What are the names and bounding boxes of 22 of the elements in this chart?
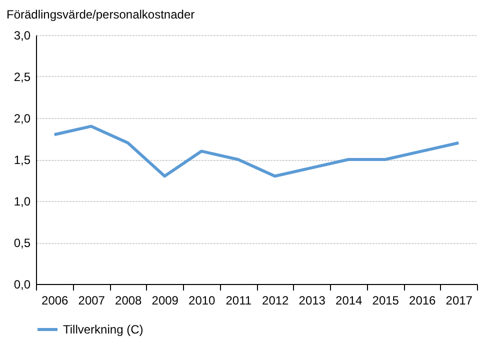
line-series — [52, 124, 460, 178]
y-tick-label: 1,0 — [14, 194, 31, 208]
x-tick-label: 2009 — [152, 294, 179, 308]
y-tick-label: 1,5 — [14, 153, 31, 167]
y-tick-label: 0,5 — [14, 236, 31, 250]
x-tick-label: 2015 — [372, 294, 400, 308]
x-tick-label: 2016 — [409, 294, 436, 308]
x-tick-label: 2012 — [262, 294, 290, 308]
y-tick-label: 2,5 — [14, 70, 31, 84]
x-tick-label: 2017 — [446, 294, 473, 308]
legend-label: Tillverkning (C) — [63, 322, 144, 336]
x-tick-label: 2013 — [298, 294, 326, 308]
y-tick-label: 2,0 — [14, 112, 31, 126]
y-tick-label: 3,0 — [14, 28, 31, 42]
x-tick-label: 2014 — [336, 294, 363, 308]
x-tick-label: 2010 — [188, 294, 216, 308]
y-tick-label: 0,0 — [14, 278, 31, 292]
x-tick-label: 2008 — [115, 294, 142, 308]
x-tick-label: 2006 — [42, 294, 69, 308]
x-tick-label: 2007 — [78, 294, 106, 308]
y-axis-title: Förädlingsvärde/personalkostnader — [6, 8, 195, 22]
x-tick-label: 2011 — [226, 294, 252, 308]
